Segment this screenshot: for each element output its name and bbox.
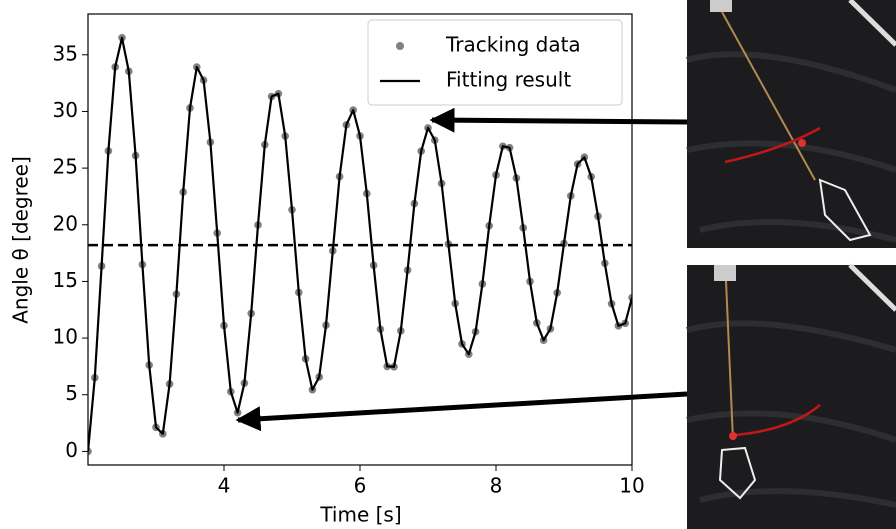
y-axis-label: Angle θ [degree] bbox=[9, 156, 33, 324]
legend-label: Fitting result bbox=[446, 68, 571, 92]
plot-area bbox=[88, 33, 632, 456]
legend-marker bbox=[396, 42, 404, 50]
annotation-arrow bbox=[429, 107, 688, 133]
x-tick-label: 8 bbox=[490, 474, 503, 498]
x-tick-label: 6 bbox=[354, 474, 367, 498]
legend: Tracking data Fitting result bbox=[367, 19, 623, 106]
fit-line bbox=[88, 36, 632, 452]
y-tick-label: 0 bbox=[65, 438, 78, 462]
legend-label: Tracking data bbox=[445, 33, 581, 57]
y-tick-label: 5 bbox=[65, 381, 78, 405]
x-axis-label: Time [s] bbox=[319, 503, 401, 527]
x-tick-label: 4 bbox=[218, 474, 231, 498]
y-tick-label: 15 bbox=[53, 268, 78, 292]
y-tick-label: 10 bbox=[53, 325, 78, 349]
y-tick-label: 30 bbox=[53, 98, 78, 122]
annotation-arrow bbox=[235, 391, 688, 432]
photo-top bbox=[686, 0, 896, 248]
x-tick-label: 10 bbox=[619, 474, 644, 498]
legend-box bbox=[367, 19, 623, 106]
y-tick-label: 20 bbox=[53, 211, 78, 235]
photo-bottom bbox=[686, 263, 896, 529]
plot-clip bbox=[88, 33, 632, 456]
y-tick-label: 25 bbox=[53, 155, 78, 179]
y-tick-label: 35 bbox=[53, 41, 78, 65]
